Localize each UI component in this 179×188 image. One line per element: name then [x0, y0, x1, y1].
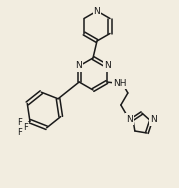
- Text: NH: NH: [113, 79, 127, 87]
- Text: N: N: [151, 115, 157, 124]
- Text: F: F: [23, 123, 28, 132]
- Text: F: F: [17, 128, 21, 137]
- Text: N: N: [127, 114, 133, 124]
- Text: F: F: [17, 118, 21, 127]
- Text: N: N: [105, 61, 111, 70]
- Text: N: N: [75, 61, 81, 70]
- Text: N: N: [94, 7, 100, 15]
